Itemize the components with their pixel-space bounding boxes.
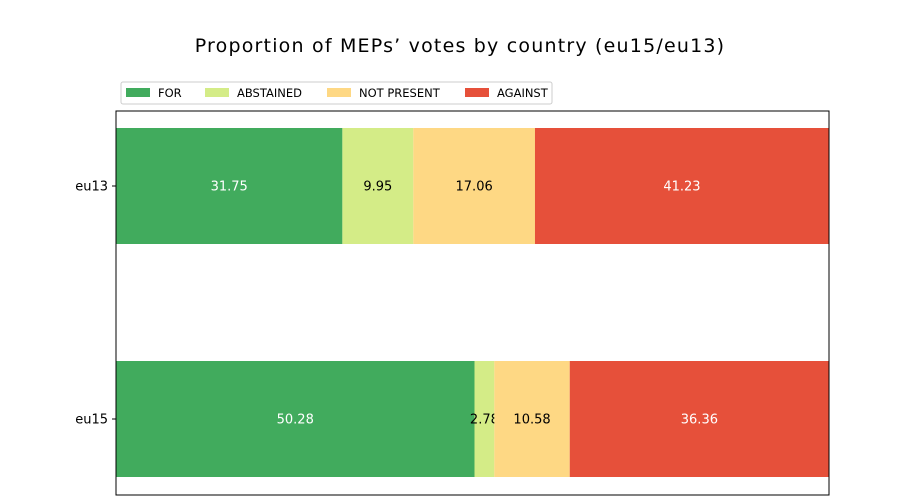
bar-value-label: 10.58 bbox=[513, 413, 550, 428]
bar-eu13-for bbox=[116, 128, 343, 244]
legend-label: AGAINST bbox=[497, 86, 549, 100]
bar-eu13-against bbox=[534, 128, 829, 244]
plot-frame bbox=[115, 110, 830, 496]
bar-eu15-against bbox=[569, 361, 829, 477]
legend: FOR ABSTAINED NOT PRESENT AGAINST bbox=[120, 81, 553, 105]
bar-value-label: 41.23 bbox=[663, 180, 700, 195]
plot-area: 31.75 9.95 17.06 41.23 50.28 2.78 10.58 36.36 bbox=[115, 110, 830, 496]
bar-eu15-abstained bbox=[474, 361, 495, 477]
bar-eu15-for bbox=[116, 361, 475, 477]
bar-value-label: 9.95 bbox=[363, 180, 392, 195]
legend-label: FOR bbox=[158, 86, 182, 100]
legend-swatch bbox=[327, 88, 351, 97]
legend-swatch bbox=[465, 88, 489, 97]
bar-value-label: 36.36 bbox=[681, 413, 718, 428]
bar-value-label: 17.06 bbox=[456, 180, 493, 195]
legend-label: NOT PRESENT bbox=[359, 86, 441, 100]
y-tick-label: eu15 bbox=[75, 413, 108, 428]
legend-label: ABSTAINED bbox=[237, 86, 302, 100]
bar-value-label: 50.28 bbox=[277, 413, 314, 428]
y-tick-label: eu13 bbox=[75, 180, 108, 195]
y-axis: eu13 eu15 bbox=[75, 180, 116, 428]
bar-value-label: 31.75 bbox=[211, 180, 248, 195]
legend-swatch bbox=[205, 88, 229, 97]
legend-swatch bbox=[126, 88, 150, 97]
chart-title: Proportion of MEPs’ votes by country (eu… bbox=[195, 35, 726, 57]
bar-eu15-not-present bbox=[494, 361, 570, 477]
bar-eu13-abstained bbox=[342, 128, 414, 244]
bar-value-label: 2.78 bbox=[470, 413, 499, 428]
bar-eu13-not-present bbox=[413, 128, 535, 244]
